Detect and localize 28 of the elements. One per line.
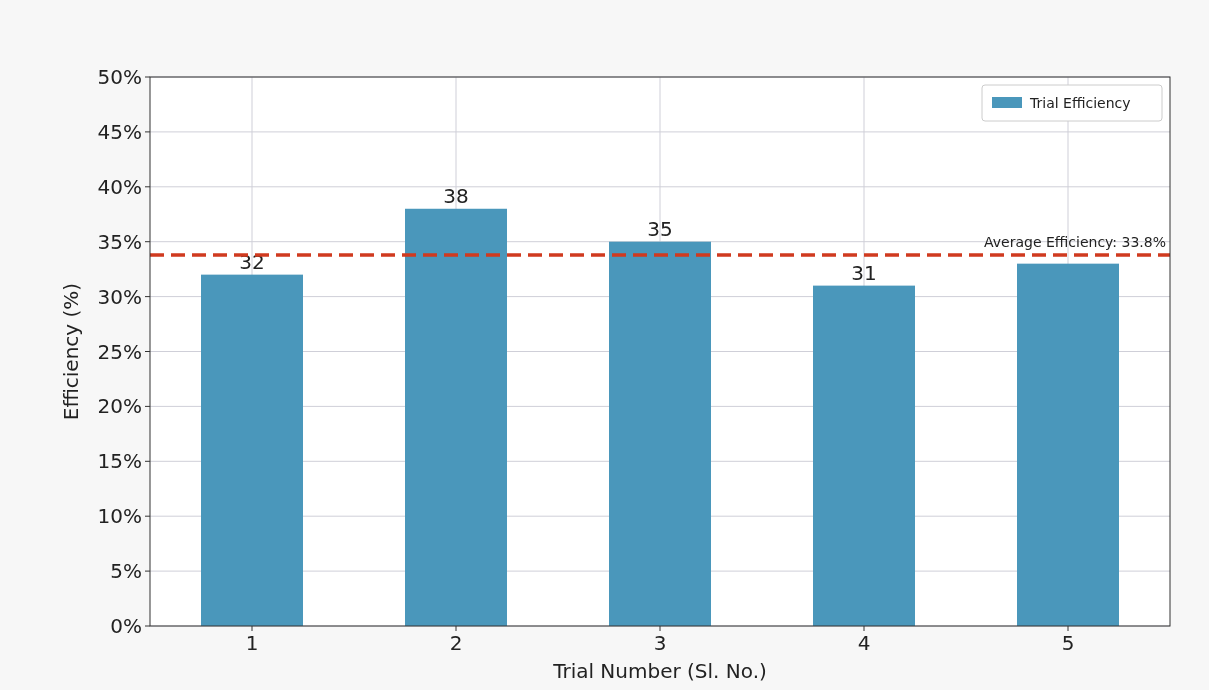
y-tick-label: 40% [97, 174, 142, 199]
x-tick-label: 1 [245, 631, 259, 655]
y-tick-label: 5% [110, 559, 142, 584]
y-tick-label: 15% [97, 449, 142, 474]
x-tick-label: 2 [449, 631, 463, 655]
bar [201, 274, 303, 626]
x-tick-label: 3 [653, 631, 667, 655]
x-tick-label: 4 [857, 631, 871, 655]
bar [405, 208, 507, 626]
x-axis-title: Trial Number (Sl. No.) [552, 659, 767, 683]
data-label: 35 [647, 216, 673, 241]
data-label: 38 [443, 183, 469, 208]
bar [609, 241, 711, 626]
y-tick-label: 35% [97, 229, 142, 254]
y-tick-label: 45% [97, 119, 142, 144]
legend-label: Trial Efficiency [1029, 94, 1131, 111]
y-tick-label: 10% [97, 504, 142, 529]
data-label: 31 [851, 260, 877, 285]
y-tick-label: 25% [97, 339, 142, 364]
y-tick-label: 20% [97, 394, 142, 419]
bar [1017, 263, 1119, 626]
y-tick-label: 0% [110, 614, 142, 638]
y-axis-title: Efficiency (%) [59, 282, 83, 421]
bar [813, 285, 915, 626]
y-tick-label: 50% [97, 65, 142, 89]
y-tick-label: 30% [97, 284, 142, 309]
x-tick-label: 5 [1061, 631, 1075, 655]
ref-line-label: Average Efficiency: 33.8% [984, 233, 1166, 250]
